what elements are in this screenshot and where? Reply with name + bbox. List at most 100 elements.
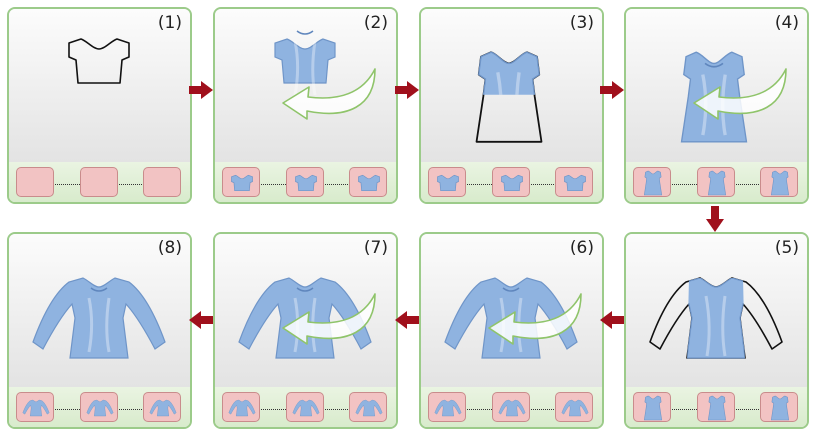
- thumbnail[interactable]: [143, 392, 181, 422]
- thumbnail-strip: [626, 162, 807, 202]
- thumbnail[interactable]: [222, 167, 260, 197]
- thumbnail[interactable]: [555, 392, 593, 422]
- step-panel-7: (7): [213, 232, 398, 429]
- thumbnail-garment: [149, 399, 177, 417]
- step-panel-2: (2): [213, 7, 398, 204]
- thumbnail[interactable]: [760, 392, 798, 422]
- thumbnail-garment: [434, 399, 462, 417]
- flow-arrow-down-icon: [706, 206, 724, 232]
- thumbnail[interactable]: [428, 167, 466, 197]
- thumbnail[interactable]: [80, 167, 118, 197]
- thumbnail-strip: [9, 162, 190, 202]
- guide-arrow-icon: [282, 293, 376, 345]
- thumbnail[interactable]: [222, 392, 260, 422]
- thumbnail-strip: [421, 162, 602, 202]
- step-panel-4: (4): [624, 7, 809, 204]
- step-label: (8): [157, 238, 182, 258]
- step-label: (2): [363, 13, 388, 33]
- step-label: (4): [774, 13, 799, 33]
- thumbnail-garment: [231, 174, 253, 192]
- flow-arrow-left-icon: [189, 311, 213, 329]
- thumbnail-garment: [707, 395, 727, 421]
- thumbnail[interactable]: [697, 167, 735, 197]
- step-label: (3): [569, 13, 594, 33]
- canvas: (5): [626, 234, 807, 389]
- canvas: (6): [421, 234, 602, 389]
- thumbnail-strip: [421, 387, 602, 427]
- thumbnail-garment: [643, 170, 663, 196]
- canvas: (8): [9, 234, 190, 389]
- step-label: (1): [157, 13, 182, 33]
- thumbnail[interactable]: [428, 392, 466, 422]
- step-panel-1: (1): [7, 7, 192, 204]
- thumbnail-garment: [358, 174, 380, 192]
- garment-view: [32, 277, 166, 359]
- canvas: (4): [626, 9, 807, 164]
- thumbnail-garment: [707, 170, 727, 196]
- top-garment: [274, 30, 336, 96]
- guide-arrow-icon: [693, 68, 787, 120]
- thumbnail-garment: [564, 174, 586, 192]
- flow-arrow-right-icon: [189, 81, 213, 99]
- garment-view: [649, 277, 783, 359]
- thumbnail[interactable]: [80, 392, 118, 422]
- thumbnail-garment: [770, 170, 790, 196]
- step-panel-8: (8): [7, 232, 192, 429]
- step-label: (7): [363, 238, 388, 258]
- thumbnail[interactable]: [697, 392, 735, 422]
- thumbnail-garment: [228, 399, 256, 417]
- flow-arrow-left-icon: [600, 311, 624, 329]
- step-panel-6: (6): [419, 232, 604, 429]
- thumbnail-garment: [561, 399, 589, 417]
- canvas: (2): [215, 9, 396, 164]
- step-panel-5: (5): [624, 232, 809, 429]
- thumbnail[interactable]: [492, 392, 530, 422]
- canvas: (1): [9, 9, 190, 164]
- thumbnail-garment: [292, 399, 320, 417]
- garment-view: [238, 277, 376, 359]
- thumbnail-garment: [86, 399, 114, 417]
- thumbnail-garment: [295, 174, 317, 192]
- top-garment: [68, 38, 130, 84]
- longsleeve-garment: [32, 277, 166, 359]
- thumbnail[interactable]: [492, 167, 530, 197]
- garment-view: [680, 51, 787, 143]
- thumbnail-strip: [9, 387, 190, 427]
- thumbnail[interactable]: [349, 167, 387, 197]
- thumbnail-garment: [355, 399, 383, 417]
- thumbnail[interactable]: [16, 392, 54, 422]
- thumbnail-garment: [498, 399, 526, 417]
- canvas: (7): [215, 234, 396, 389]
- thumbnail-strip: [215, 387, 396, 427]
- longsleeve-garment: [649, 277, 783, 359]
- flow-arrow-right-icon: [395, 81, 419, 99]
- flow-arrow-right-icon: [600, 81, 624, 99]
- thumbnail-garment: [22, 399, 50, 417]
- canvas: (3): [421, 9, 602, 164]
- thumbnail[interactable]: [760, 167, 798, 197]
- thumbnail[interactable]: [286, 167, 324, 197]
- thumbnail[interactable]: [16, 167, 54, 197]
- step-panel-3: (3): [419, 7, 604, 204]
- thumbnail[interactable]: [633, 392, 671, 422]
- garment-view: [444, 277, 582, 359]
- dress-garment: [475, 51, 543, 143]
- thumbnail-garment: [437, 174, 459, 192]
- thumbnail-garment: [643, 395, 663, 421]
- thumbnail[interactable]: [143, 167, 181, 197]
- thumbnail[interactable]: [349, 392, 387, 422]
- guide-arrow-icon: [488, 293, 582, 345]
- garment-view: [68, 38, 130, 84]
- thumbnail-garment: [501, 174, 523, 192]
- thumbnail[interactable]: [555, 167, 593, 197]
- step-label: (5): [774, 238, 799, 258]
- garment-view: [475, 51, 543, 143]
- thumbnail-strip: [626, 387, 807, 427]
- thumbnail[interactable]: [633, 167, 671, 197]
- thumbnail[interactable]: [286, 392, 324, 422]
- step-label: (6): [569, 238, 594, 258]
- guide-arrow-icon: [282, 68, 376, 120]
- thumbnail-garment: [770, 395, 790, 421]
- thumbnail-strip: [215, 162, 396, 202]
- flow-arrow-left-icon: [395, 311, 419, 329]
